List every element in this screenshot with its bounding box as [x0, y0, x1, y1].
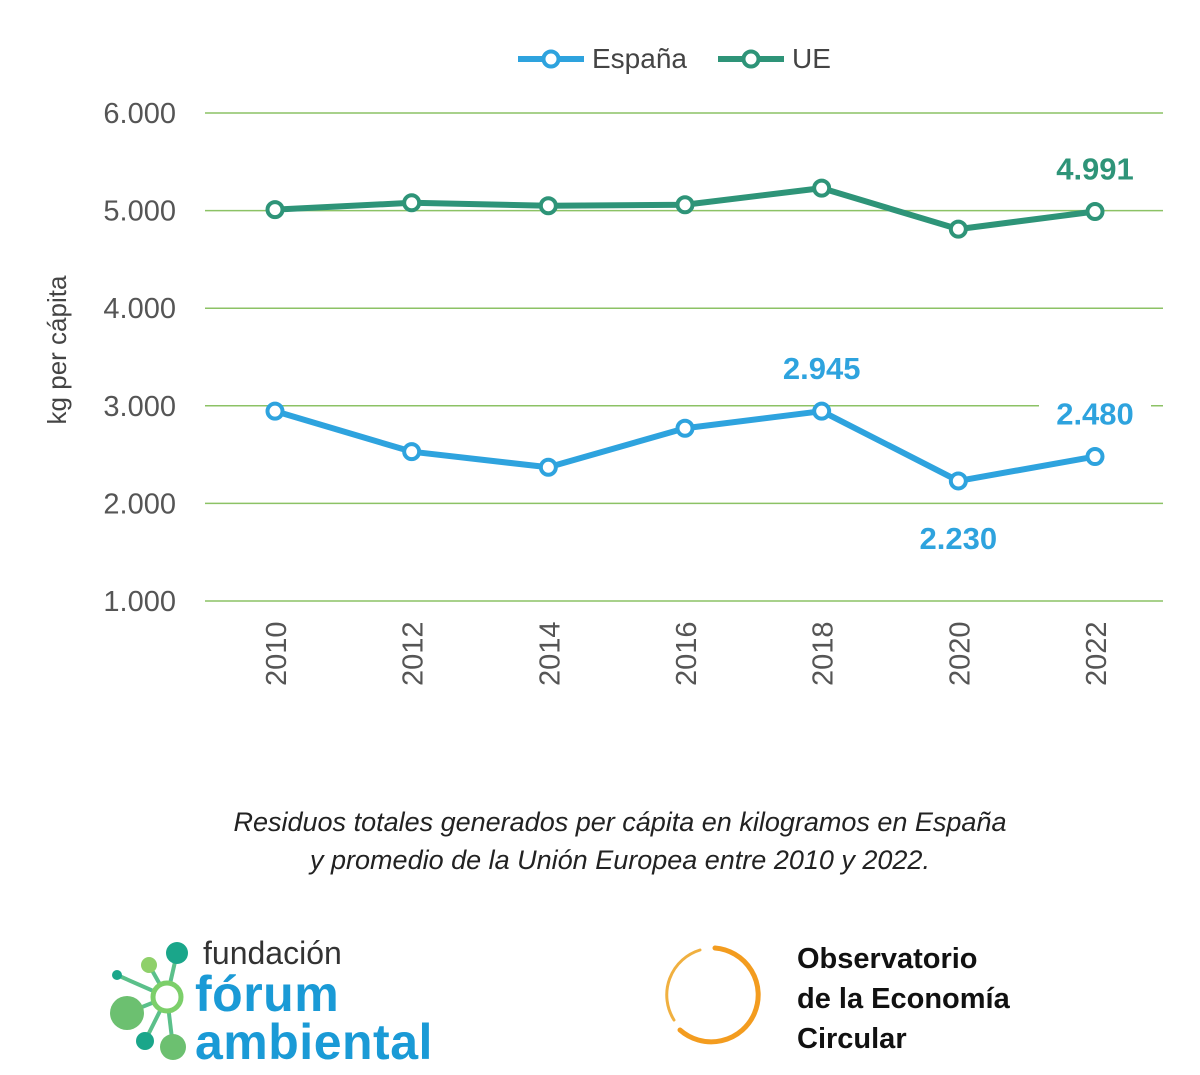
observatorio-economia-circular-logo: Observatorio de la Economía Circular — [660, 940, 1080, 1060]
legend-label: España — [592, 43, 687, 74]
legend-swatch-marker — [541, 49, 561, 69]
data-point-ue — [265, 200, 285, 220]
data-point-ue — [538, 196, 558, 216]
x-tick-label: 2020 — [944, 621, 976, 686]
data-point-espaa — [265, 401, 285, 421]
caption-line-1: Residuos totales generados per cápita en… — [233, 807, 1007, 837]
logo-text-forum: fórum — [195, 966, 340, 1022]
data-label: 2.480 — [1056, 397, 1134, 432]
logo-text-fundacion: fundación — [203, 935, 342, 971]
grid-lines — [205, 112, 1163, 602]
y-tick-label: 5.000 — [103, 196, 176, 228]
data-point-ue — [948, 219, 968, 239]
x-tick-label: 2016 — [671, 621, 703, 686]
x-tick-labels: 2010 2012 2014 2016 2018 2020 2022 — [261, 621, 1113, 686]
data-point-espaa — [1085, 447, 1105, 467]
data-label: 2.945 — [783, 351, 861, 386]
molecule-icon — [110, 942, 188, 1060]
logo-text-circular: Circular — [797, 1023, 907, 1055]
legend: España UE — [518, 43, 831, 74]
x-tick-label: 2012 — [398, 621, 430, 686]
data-point-espaa — [675, 418, 695, 438]
data-point-espaa — [538, 457, 558, 477]
fundacion-forum-ambiental-logo: fundación fórum ambiental — [105, 935, 505, 1070]
data-label: 2.230 — [920, 521, 998, 556]
data-point-ue — [1085, 201, 1105, 221]
data-point-ue — [402, 193, 422, 213]
y-tick-label: 4.000 — [103, 293, 176, 325]
data-point-espaa — [402, 442, 422, 462]
x-tick-label: 2022 — [1081, 621, 1113, 686]
series-lines — [265, 178, 1105, 491]
logo-text-economia: de la Economía — [797, 983, 1010, 1015]
data-point-ue — [675, 195, 695, 215]
data-point-espaa — [812, 401, 832, 421]
chart-caption: Residuos totales generados per cápita en… — [0, 803, 1200, 879]
caption-line-2: y promedio de la Unión Europea entre 201… — [310, 845, 930, 875]
y-tick-label: 3.000 — [103, 391, 176, 423]
data-point-ue — [812, 178, 832, 198]
data-point-espaa — [948, 471, 968, 491]
legend-swatch-marker — [741, 49, 761, 69]
data-label-background — [1039, 147, 1151, 190]
data-labels: 2.945 2.230 2.480 4.991 — [783, 147, 1151, 556]
circle-arc-icon — [665, 945, 761, 1045]
x-tick-label: 2014 — [534, 621, 566, 686]
x-tick-label: 2010 — [261, 621, 293, 686]
y-tick-label: 6.000 — [103, 98, 176, 130]
legend-label: UE — [792, 43, 831, 74]
data-label-background — [1039, 392, 1151, 435]
y-axis-label: kg per cápita — [42, 275, 72, 424]
y-tick-label: 1.000 — [103, 586, 176, 618]
x-tick-label: 2018 — [808, 621, 840, 686]
logo-text-ambiental: ambiental — [195, 1014, 433, 1070]
data-label: 4.991 — [1056, 151, 1134, 186]
y-tick-label: 2.000 — [103, 488, 176, 520]
logo-text-observatorio: Observatorio — [797, 943, 978, 975]
y-tick-labels: 1.000 2.000 3.000 4.000 5.000 6.000 — [103, 98, 176, 618]
